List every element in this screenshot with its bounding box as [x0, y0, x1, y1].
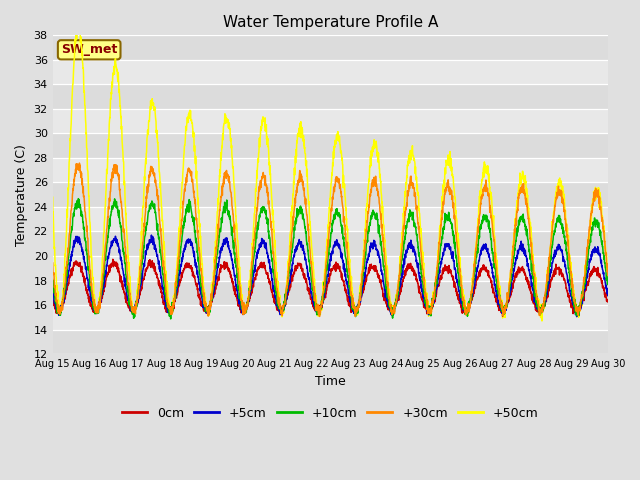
Y-axis label: Temperature (C): Temperature (C) [15, 144, 28, 246]
Bar [52, 84, 608, 109]
Bar [52, 256, 608, 280]
Bar [52, 280, 608, 305]
Bar [52, 109, 608, 133]
Bar [52, 330, 608, 354]
Bar [52, 207, 608, 231]
Bar [52, 158, 608, 182]
Legend: 0cm, +5cm, +10cm, +30cm, +50cm: 0cm, +5cm, +10cm, +30cm, +50cm [117, 402, 543, 425]
Text: SW_met: SW_met [61, 43, 117, 56]
Bar [52, 182, 608, 207]
Bar [52, 231, 608, 256]
Bar [52, 305, 608, 330]
Title: Water Temperature Profile A: Water Temperature Profile A [223, 15, 438, 30]
Bar [52, 60, 608, 84]
Bar [52, 133, 608, 158]
X-axis label: Time: Time [315, 374, 346, 387]
Bar [52, 36, 608, 60]
